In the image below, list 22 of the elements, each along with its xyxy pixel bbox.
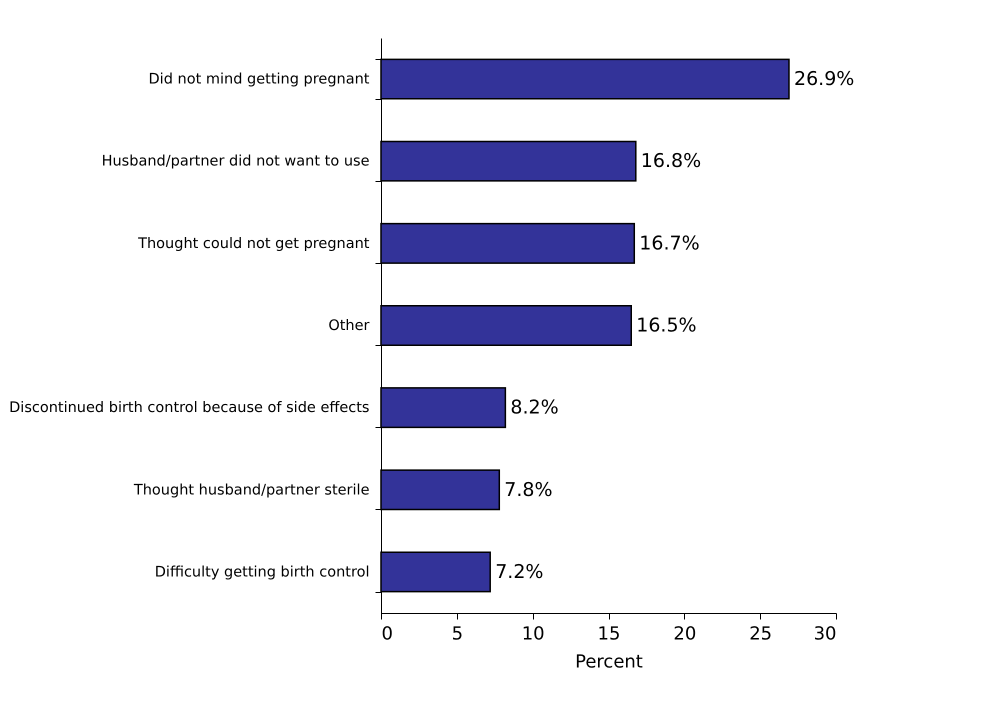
y-tick-label: Did not mind getting pregnant (148, 72, 370, 88)
x-tick-label: 20 (673, 624, 696, 644)
y-tick-label: Other (328, 318, 370, 334)
x-tick-label: 5 (452, 624, 464, 644)
data-label: 16.8% (640, 150, 702, 172)
data-label: 7.8% (504, 478, 553, 501)
x-tick-label: 25 (749, 624, 772, 644)
data-label: 8.2% (510, 396, 559, 419)
y-tick-label: Thought husband/partner sterile (132, 482, 370, 498)
y-tick-label: Thought could not get pregnant (137, 236, 370, 252)
data-label: 16.5% (636, 314, 697, 336)
y-tick-label: Difficulty getting birth control (154, 564, 370, 580)
x-tick-label: 0 (382, 624, 393, 644)
x-tick-label: 30 (814, 624, 836, 644)
x-tick-label: 15 (598, 624, 620, 644)
data-label: 16.7% (639, 232, 700, 254)
data-label: 26.9% (794, 68, 854, 90)
data-label: 7.2% (495, 560, 544, 583)
y-tick-label: Discontinued birth control because of side effects (9, 400, 370, 416)
y-tick-label: Husband/partner did not want to use (102, 154, 370, 170)
x-tick-label: 10 (522, 624, 545, 644)
x-axis-title: Percent (575, 652, 643, 672)
